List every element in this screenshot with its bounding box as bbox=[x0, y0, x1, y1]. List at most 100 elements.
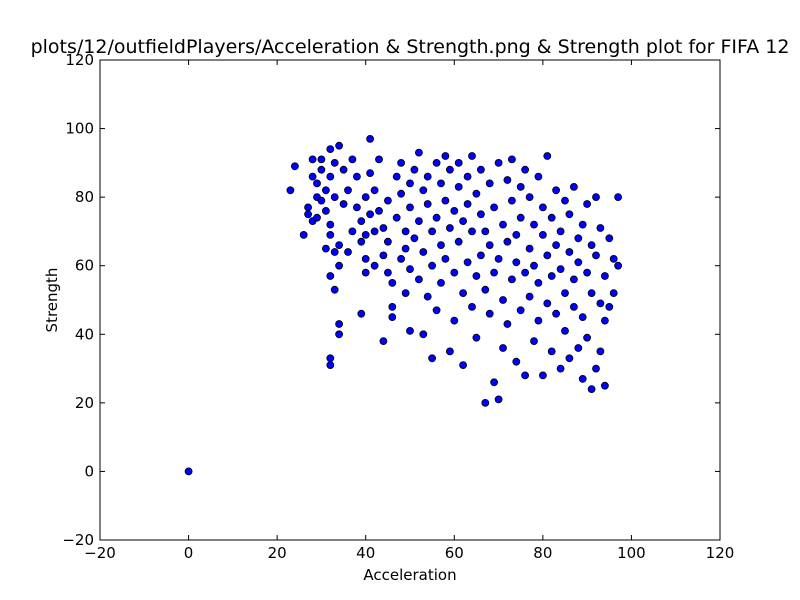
y-tick-label: 20 bbox=[75, 394, 94, 412]
data-point bbox=[494, 395, 503, 404]
data-point bbox=[539, 371, 547, 380]
data-point bbox=[601, 381, 609, 390]
data-point bbox=[468, 227, 476, 236]
data-point bbox=[450, 206, 459, 215]
data-point bbox=[609, 254, 618, 263]
data-point bbox=[445, 165, 454, 174]
data-point bbox=[401, 227, 410, 236]
data-point bbox=[481, 398, 490, 407]
data-point bbox=[476, 165, 485, 174]
data-point bbox=[601, 316, 609, 325]
data-point bbox=[512, 357, 521, 366]
data-point bbox=[450, 268, 459, 277]
data-point bbox=[441, 152, 450, 160]
data-point bbox=[410, 165, 419, 174]
data-point bbox=[565, 210, 574, 219]
data-point bbox=[512, 258, 521, 267]
data-point bbox=[499, 296, 507, 304]
data-point bbox=[344, 248, 352, 256]
y-tick-label: 100 bbox=[65, 120, 94, 138]
data-point bbox=[348, 227, 357, 236]
data-point bbox=[437, 278, 445, 287]
data-point bbox=[383, 196, 392, 205]
data-point bbox=[525, 244, 534, 253]
data-point bbox=[357, 309, 366, 318]
data-point bbox=[578, 374, 587, 383]
data-point bbox=[485, 309, 494, 318]
data-point bbox=[525, 193, 534, 202]
data-point bbox=[534, 172, 543, 181]
data-point bbox=[397, 158, 406, 167]
data-point bbox=[463, 172, 472, 181]
y-tick-label: 120 bbox=[65, 51, 94, 69]
data-point bbox=[574, 344, 583, 352]
data-point bbox=[401, 289, 410, 298]
data-point bbox=[330, 193, 339, 202]
data-point bbox=[432, 158, 441, 167]
data-point bbox=[419, 186, 428, 195]
data-point bbox=[472, 272, 481, 280]
data-point bbox=[388, 302, 397, 311]
data-point bbox=[476, 251, 485, 260]
data-point bbox=[530, 337, 538, 346]
data-point bbox=[397, 189, 406, 198]
data-point bbox=[317, 196, 326, 205]
data-point bbox=[326, 272, 335, 280]
x-tick-label: 60 bbox=[445, 544, 464, 562]
data-point bbox=[326, 172, 335, 181]
data-point bbox=[406, 265, 414, 274]
data-point bbox=[507, 196, 516, 205]
data-point bbox=[326, 361, 335, 370]
data-point bbox=[468, 152, 476, 160]
data-point bbox=[481, 227, 490, 236]
data-point bbox=[454, 237, 463, 246]
data-point bbox=[552, 309, 560, 318]
data-point bbox=[583, 333, 591, 342]
data-point bbox=[556, 227, 565, 236]
data-point bbox=[432, 306, 441, 315]
data-point bbox=[565, 354, 574, 363]
y-tick-label: 0 bbox=[84, 462, 94, 480]
data-point bbox=[476, 210, 485, 219]
data-point bbox=[428, 261, 437, 270]
data-point bbox=[503, 176, 512, 184]
data-point bbox=[414, 275, 423, 284]
data-point bbox=[516, 182, 525, 191]
data-point bbox=[587, 241, 596, 250]
y-axis-ticks: −20 0 20 40 60 80 100 120 bbox=[62, 51, 720, 549]
data-point bbox=[592, 193, 600, 202]
data-point bbox=[397, 254, 406, 263]
data-point bbox=[570, 302, 578, 311]
data-point bbox=[414, 148, 423, 157]
data-point bbox=[543, 251, 552, 260]
data-point bbox=[530, 220, 538, 229]
data-point bbox=[472, 189, 481, 198]
data-point bbox=[507, 155, 516, 164]
data-point bbox=[357, 237, 366, 246]
data-point bbox=[534, 278, 543, 287]
data-point bbox=[423, 200, 432, 208]
data-point bbox=[432, 213, 441, 222]
x-tick-label: 80 bbox=[533, 544, 552, 562]
data-point bbox=[330, 285, 339, 294]
data-point bbox=[344, 186, 352, 195]
data-point bbox=[507, 275, 516, 284]
data-point bbox=[490, 203, 499, 212]
data-point bbox=[445, 224, 454, 232]
data-point bbox=[383, 268, 392, 277]
data-point bbox=[445, 347, 454, 356]
data-point bbox=[392, 213, 401, 222]
data-point bbox=[596, 224, 605, 232]
data-point bbox=[348, 155, 357, 164]
data-point bbox=[614, 193, 622, 202]
data-points bbox=[184, 134, 622, 476]
data-point bbox=[326, 230, 335, 239]
data-point bbox=[485, 241, 494, 250]
data-point bbox=[290, 162, 299, 171]
data-point bbox=[592, 251, 600, 260]
y-tick-label: 60 bbox=[75, 257, 94, 275]
data-point bbox=[375, 155, 383, 164]
data-point bbox=[361, 268, 370, 277]
data-point bbox=[339, 200, 348, 208]
